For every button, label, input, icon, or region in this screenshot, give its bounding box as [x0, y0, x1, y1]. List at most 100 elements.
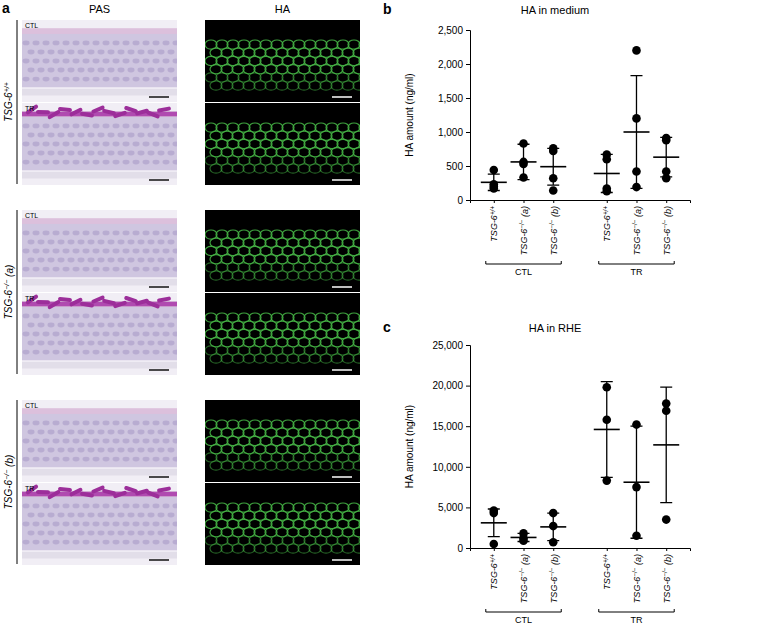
image-nucleus	[48, 258, 55, 263]
image-nucleus	[103, 249, 110, 254]
image-nucleus	[23, 457, 30, 462]
y-tick: 10,000	[432, 462, 470, 473]
image-nucleus	[173, 457, 178, 462]
image-cell-outline	[287, 164, 299, 173]
image-nucleus	[58, 531, 65, 536]
image-nucleus	[93, 249, 100, 254]
label-part: TSG-6	[632, 229, 642, 256]
image-hypha	[58, 297, 72, 302]
image-cell-outline	[287, 461, 299, 470]
image-nucleus	[78, 531, 85, 536]
image-nucleus	[43, 332, 50, 337]
mean-line	[653, 444, 679, 446]
label-superscript: −/−	[3, 470, 10, 480]
image-nucleus	[148, 513, 155, 518]
image-nucleus	[103, 540, 110, 545]
image-nucleus	[88, 448, 95, 453]
image-nucleus	[123, 540, 130, 545]
y-tick-mark	[466, 200, 470, 201]
image-nucleus	[138, 240, 145, 245]
image-nucleus	[63, 59, 70, 64]
image-nucleus	[143, 267, 150, 272]
image-nucleus	[43, 504, 50, 509]
y-tick-mark	[466, 548, 470, 549]
image-nucleus	[133, 267, 140, 272]
scale-bar	[332, 179, 352, 181]
label-superscript: +/+	[602, 554, 609, 563]
image-cell-outline	[243, 164, 255, 173]
image-cell-outline	[254, 354, 266, 363]
image-nucleus	[58, 258, 65, 263]
data-point	[602, 187, 611, 196]
image-nucleus	[143, 504, 150, 509]
image-nucleus	[123, 142, 130, 147]
image-nucleus	[163, 439, 170, 444]
x-tick-mark	[636, 548, 637, 551]
image-nucleus	[168, 133, 175, 138]
image-nucleus	[28, 448, 35, 453]
image-nucleus	[138, 50, 145, 55]
image-nucleus	[148, 50, 155, 55]
image-cell-outline	[298, 164, 310, 173]
label-part: (b)	[663, 206, 673, 220]
image-nucleus	[163, 421, 170, 426]
y-tick: 1,000	[438, 127, 470, 138]
image-tissue	[22, 411, 177, 467]
image-nucleus	[103, 332, 110, 337]
image-nucleus	[53, 314, 60, 319]
image-nucleus	[98, 133, 105, 138]
x-tick: TSG-6−/− (a)	[518, 548, 530, 603]
image-cell-outline	[342, 544, 354, 553]
image-hypha	[47, 489, 61, 500]
image-nucleus	[38, 531, 45, 536]
image-nucleus	[168, 50, 175, 55]
condition-label: CTL	[25, 212, 38, 219]
x-tick-label: TSG-6+/+	[602, 554, 613, 590]
image-nucleus	[168, 513, 175, 518]
image-nucleus	[78, 323, 85, 328]
image-cell-outline	[331, 164, 343, 173]
image-nucleus	[68, 133, 75, 138]
image-nucleus	[73, 160, 80, 165]
image-cell-outline	[232, 271, 244, 280]
image-cell-outline	[265, 271, 277, 280]
x-tick-mark	[494, 548, 495, 551]
image-nucleus	[33, 350, 40, 355]
x-tick-label: TSG-6−/− (b)	[661, 206, 673, 255]
image-nucleus	[43, 457, 50, 462]
image-cell-outline	[232, 81, 244, 90]
image-nucleus	[118, 258, 125, 263]
x-tick-label: TSG-6+/+	[602, 206, 613, 242]
image-nucleus	[128, 50, 135, 55]
image-nucleus	[58, 50, 65, 55]
image-cell-outline	[331, 354, 343, 363]
image-nucleus	[118, 68, 125, 73]
image-cornified-layer	[22, 218, 177, 224]
data-point	[549, 522, 558, 531]
y-tick: 500	[446, 161, 470, 172]
image-nucleus	[108, 240, 115, 245]
y-tick: 25,000	[432, 340, 470, 351]
label-part: TSG-6	[602, 563, 612, 590]
data-point	[602, 476, 611, 485]
image-nucleus	[63, 504, 70, 509]
image-nucleus	[43, 59, 50, 64]
image-nucleus	[148, 341, 155, 346]
image-nucleus	[128, 133, 135, 138]
image-nucleus	[143, 142, 150, 147]
image-nucleus	[143, 350, 150, 355]
condition-label: CTL	[25, 22, 38, 29]
image-nucleus	[93, 439, 100, 444]
genotype-block: TSG-6−/− (b)CTLTR	[3, 400, 376, 565]
image-cell-outline	[353, 81, 360, 90]
image-nucleus	[83, 231, 90, 236]
image-nucleus	[43, 41, 50, 46]
image-nucleus	[93, 504, 100, 509]
image-nucleus	[88, 50, 95, 55]
x-axis-line	[471, 549, 691, 552]
y-tick-mark	[466, 467, 470, 468]
image-nucleus	[103, 41, 110, 46]
image-nucleus	[123, 267, 130, 272]
image-nucleus	[108, 323, 115, 328]
image-nucleus	[43, 267, 50, 272]
